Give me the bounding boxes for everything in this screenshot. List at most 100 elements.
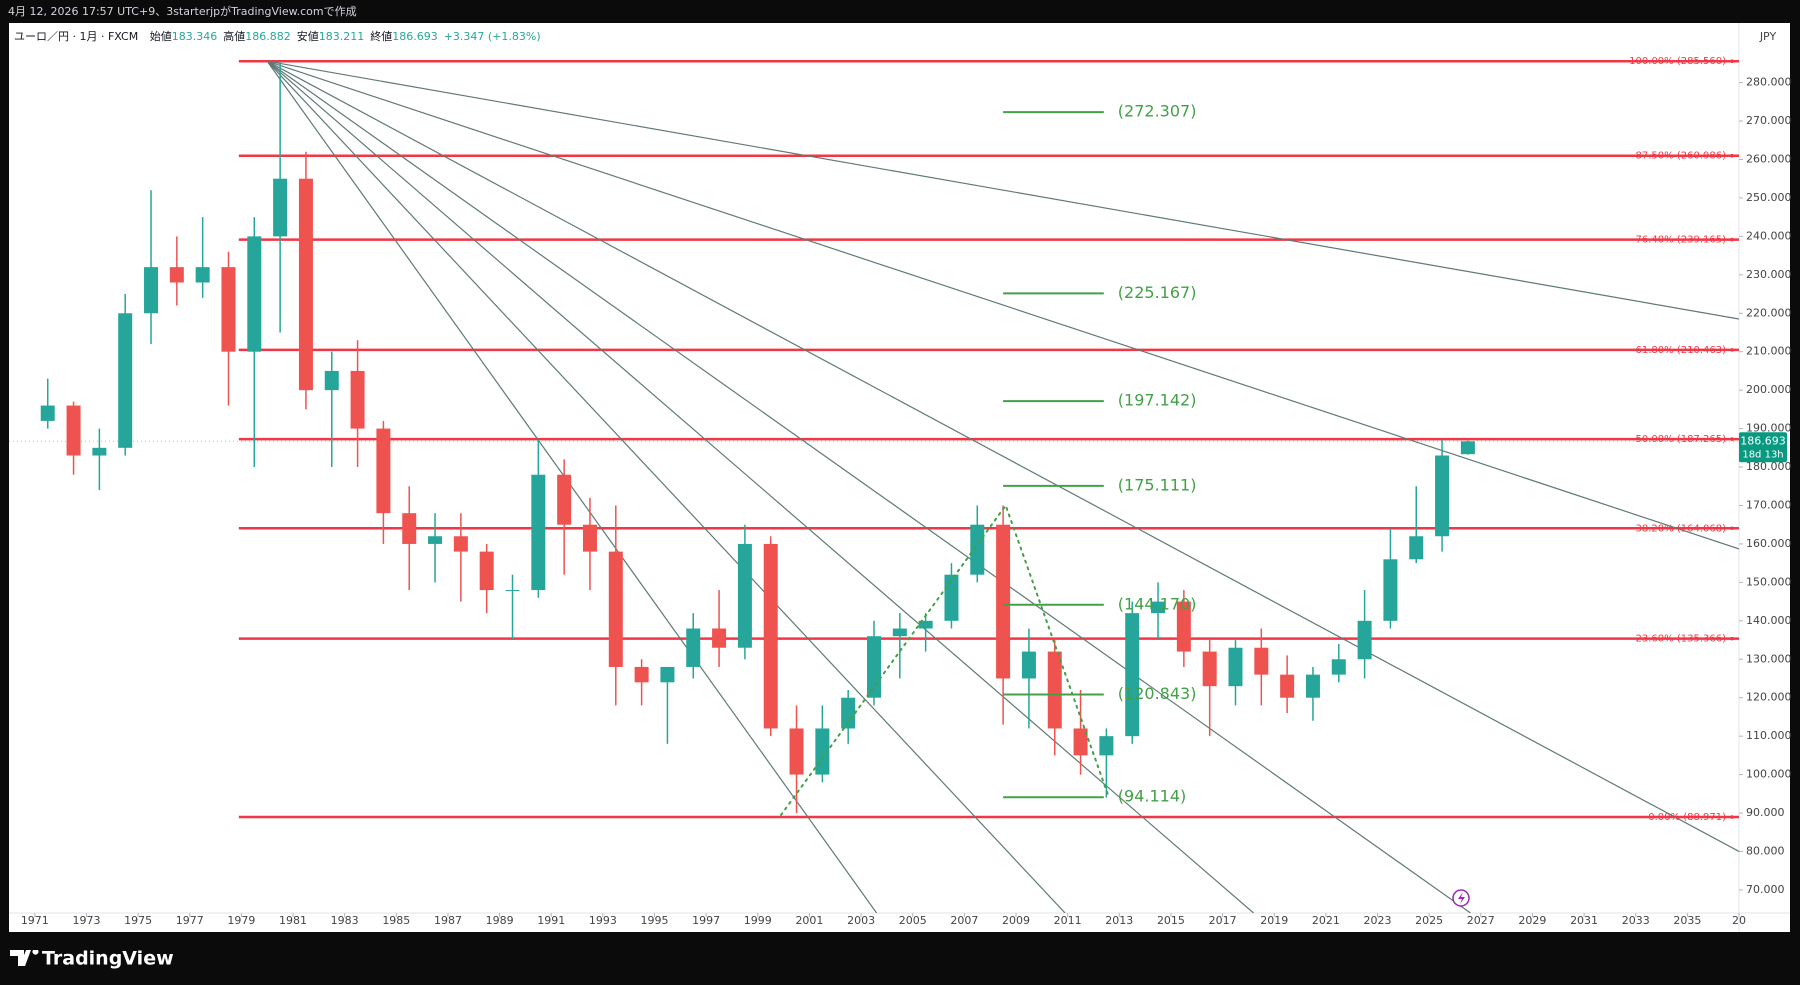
price-tag bbox=[1739, 432, 1787, 463]
fib-dot bbox=[1730, 636, 1734, 641]
candle-body bbox=[169, 267, 184, 283]
x-tick-label: 2025 bbox=[1415, 914, 1443, 927]
trend-path bbox=[780, 503, 1110, 816]
caption: 4月 12, 2026 17:57 UTC+9、3starterjpがTradi… bbox=[8, 4, 357, 18]
currency: JPY bbox=[1759, 30, 1777, 43]
y-tick-label: 190.000 bbox=[1746, 422, 1792, 435]
symbol-legend: ユーロ／円 · 1月 · FXCM 始値183.346 高値186.882 安値18… bbox=[14, 29, 541, 43]
fib-dot bbox=[1730, 526, 1734, 531]
y-tick-label: 90.000 bbox=[1746, 806, 1785, 819]
x-tick-label: 1975 bbox=[124, 914, 152, 927]
y-tick-label: 170.000 bbox=[1746, 498, 1792, 511]
fan-line bbox=[266, 60, 878, 913]
candle-body bbox=[298, 178, 313, 391]
brand: TradingView bbox=[42, 948, 174, 970]
candle-body bbox=[970, 524, 985, 575]
x-tick-label: 2011 bbox=[1054, 914, 1082, 927]
ohlc-label: 終値 bbox=[370, 29, 392, 43]
candle-body bbox=[479, 551, 494, 591]
candle-body bbox=[634, 666, 649, 683]
candle-body bbox=[918, 620, 933, 629]
x-tick-label: 2017 bbox=[1209, 914, 1237, 927]
candle-body bbox=[40, 405, 55, 421]
target-label: (272.307) bbox=[1118, 102, 1197, 121]
candle-body bbox=[376, 428, 391, 514]
x-tick-label: 2015 bbox=[1157, 914, 1185, 927]
fib-dot bbox=[1730, 437, 1734, 441]
change: +3.347 (+1.83%) bbox=[444, 30, 541, 43]
x-tick-label: 2031 bbox=[1570, 914, 1598, 927]
x-tick-label: 1993 bbox=[589, 914, 617, 927]
x-tick-label: 1977 bbox=[176, 914, 204, 927]
candle-body bbox=[582, 524, 597, 552]
fib-label: 38.20% (164.068) bbox=[1636, 523, 1727, 534]
candle-body bbox=[1021, 651, 1036, 679]
symbol: ユーロ／円 · 1月 · FXCM bbox=[14, 30, 138, 43]
axes: 70.000 80.000 90.000 100.000 110.000 120.000 1… bbox=[9, 56, 1792, 927]
fib-label: 61.80% (210.463) bbox=[1636, 345, 1727, 356]
x-tick-label: 1983 bbox=[331, 914, 359, 927]
y-tick-label: 180.000 bbox=[1746, 460, 1792, 473]
y-tick-label: 230.000 bbox=[1746, 268, 1792, 281]
x-tick-label: 1979 bbox=[227, 914, 255, 927]
target-label: (94.114) bbox=[1118, 787, 1186, 806]
candle-body bbox=[66, 405, 81, 456]
x-tick-label: 2013 bbox=[1105, 914, 1133, 927]
candle-body bbox=[453, 536, 468, 552]
candle-body bbox=[221, 267, 236, 352]
fib-label: 87.50% (260.986) bbox=[1636, 151, 1727, 162]
x-tick-label: 1987 bbox=[434, 914, 462, 927]
candle-body bbox=[428, 536, 443, 544]
x-tick-label: 20 bbox=[1732, 914, 1746, 927]
y-tick-label: 250.000 bbox=[1746, 191, 1792, 204]
candle-body bbox=[1383, 559, 1398, 621]
candle-body bbox=[996, 524, 1011, 679]
price-tag-countdown: 18d 13h bbox=[1742, 449, 1783, 460]
candle-body bbox=[1073, 728, 1088, 756]
y-tick-label: 260.000 bbox=[1746, 152, 1792, 165]
candle-body bbox=[892, 628, 907, 637]
fib-dot bbox=[1730, 815, 1734, 819]
y-tick-label: 200.000 bbox=[1746, 383, 1792, 396]
x-tick-label: 2029 bbox=[1518, 914, 1546, 927]
brand-logo bbox=[10, 950, 39, 966]
candle-body bbox=[712, 628, 727, 648]
candle-body bbox=[867, 636, 881, 698]
x-tick-label: 2021 bbox=[1312, 914, 1340, 927]
ohlc-value: 186.882 bbox=[245, 30, 291, 43]
candle-body bbox=[350, 370, 365, 429]
y-tick-label: 150.000 bbox=[1746, 575, 1792, 588]
candle-body bbox=[1125, 613, 1140, 737]
target-label: (225.167) bbox=[1118, 283, 1197, 302]
fib-label: 23.60% (135.366) bbox=[1636, 634, 1727, 645]
fib-dot bbox=[1730, 348, 1734, 352]
ohlc-label: 安値 bbox=[297, 29, 319, 43]
price-tag-value: 186.693 bbox=[1740, 434, 1786, 447]
target-label: (144.170) bbox=[1118, 594, 1197, 613]
candle-body bbox=[841, 697, 856, 729]
ohlc-label: 高値 bbox=[223, 29, 245, 43]
x-tick-label: 2005 bbox=[899, 914, 927, 927]
target-label: (120.843) bbox=[1118, 684, 1197, 703]
fan-line bbox=[266, 60, 1739, 853]
x-tick-label: 1985 bbox=[382, 914, 410, 927]
x-tick-label: 2027 bbox=[1467, 914, 1495, 927]
candle-body bbox=[789, 728, 804, 775]
candle-body bbox=[402, 513, 417, 544]
candle-body bbox=[505, 590, 520, 592]
x-tick-label: 1999 bbox=[744, 914, 772, 927]
candle-body bbox=[1047, 651, 1062, 729]
y-tick-label: 280.000 bbox=[1746, 76, 1792, 89]
candle-body bbox=[1176, 601, 1191, 652]
x-tick-label: 1971 bbox=[21, 914, 49, 927]
x-tick-label: 2007 bbox=[950, 914, 978, 927]
fib-dot bbox=[1730, 153, 1734, 158]
candle-body bbox=[944, 574, 959, 621]
fan-line bbox=[266, 60, 1066, 913]
ohlc-value: 183.346 bbox=[172, 30, 218, 43]
y-tick-label: 270.000 bbox=[1746, 114, 1792, 127]
fib-dot bbox=[1730, 237, 1734, 242]
y-tick-label: 240.000 bbox=[1746, 229, 1792, 242]
ohlc-value: 186.693 bbox=[392, 30, 438, 43]
